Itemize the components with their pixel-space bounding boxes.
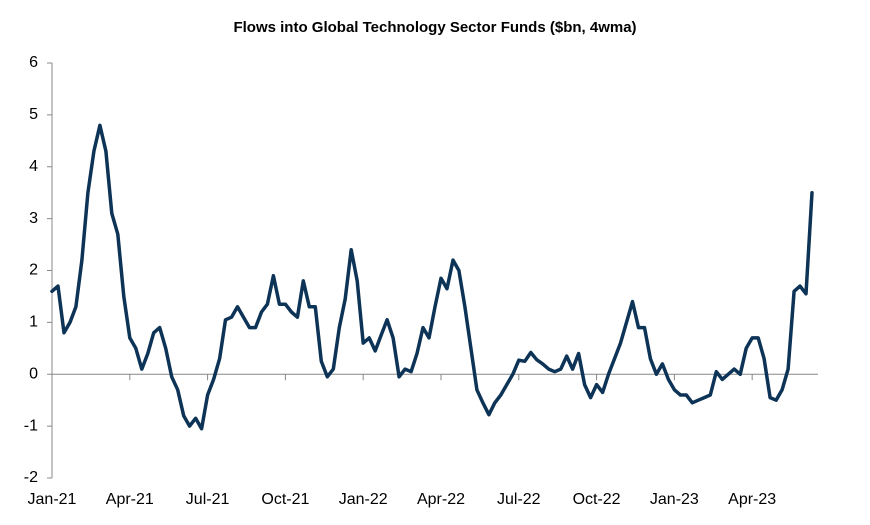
- x-tick-label: Jan-23: [650, 491, 699, 508]
- x-tick-label: Apr-23: [728, 491, 776, 508]
- y-tick-label: 4: [29, 158, 38, 175]
- y-tick-label: 3: [29, 210, 38, 227]
- x-tick-label: Jan-22: [339, 491, 388, 508]
- chart-title: Flows into Global Technology Sector Fund…: [233, 19, 636, 36]
- y-tick-label: -1: [24, 417, 38, 434]
- y-tick-label: 2: [29, 262, 38, 279]
- y-tick-label: -2: [24, 469, 38, 486]
- x-tick-label: Oct-22: [573, 491, 621, 508]
- x-tick-label: Jul-22: [497, 491, 541, 508]
- x-tick-label: Apr-22: [417, 491, 465, 508]
- y-tick-label: 6: [29, 54, 38, 71]
- x-tick-label: Jul-21: [186, 491, 230, 508]
- x-tick-label: Apr-21: [106, 491, 154, 508]
- y-tick-label: 0: [29, 365, 38, 382]
- x-tick-label: Oct-21: [261, 491, 309, 508]
- y-tick-label: 5: [29, 106, 38, 123]
- x-tick-label: Jan-21: [28, 491, 77, 508]
- data-line: [50, 123, 814, 431]
- y-tick-label: 1: [29, 314, 38, 331]
